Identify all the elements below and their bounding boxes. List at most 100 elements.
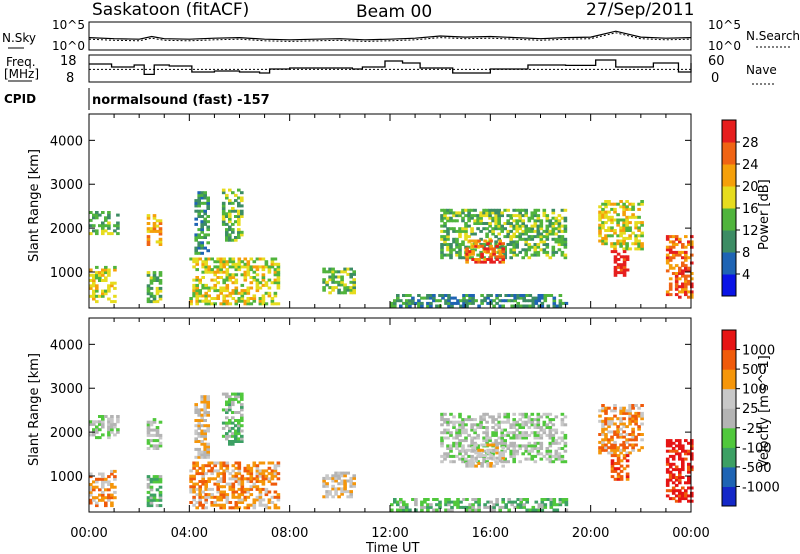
echo-cell [255,485,260,489]
echo-cell [228,257,233,261]
echo-cell [671,473,676,477]
echo-cell [246,490,251,494]
echo-cell [349,280,353,284]
echo-cell [273,262,278,266]
echo-cell [443,253,447,257]
echo-cell [488,439,492,443]
echo-cell [234,302,239,306]
echo-cell [200,241,204,245]
echo-cell [194,403,198,407]
echo-cell [98,276,102,280]
velocity-colorbar-frame [721,329,737,507]
echo-cell [228,482,233,486]
echo-cell [628,417,632,421]
echo-cell [613,404,617,407]
echo-cell [640,411,644,415]
echo-cell [146,216,151,220]
echo-cell [616,446,620,450]
echo-cell [92,279,96,282]
echo-cell [396,299,400,303]
echo-cell [216,490,220,494]
echo-cell [210,501,214,504]
echo-cell [221,204,226,208]
echo-cell [539,232,544,236]
echo-cell [464,229,468,233]
echo-cell [687,486,691,490]
echo-cell [479,423,483,427]
echo-cell [258,474,263,478]
echo-cell [671,256,676,260]
echo-cell [352,278,356,282]
echo-cell [515,227,519,231]
echo-cell [107,216,111,220]
echo-cell [473,418,477,422]
echo-cell [613,430,617,434]
echo-cell [476,460,480,464]
echo-cell [146,504,151,508]
echo-cell [521,423,525,427]
echo-cell [486,500,490,504]
echo-cell [678,489,682,493]
echo-cell [92,498,96,502]
echo-cell [607,218,611,222]
x-tick-label: 20:00 [572,526,609,541]
echo-cell [492,443,496,447]
echo-cell [491,216,495,220]
echo-cell [554,441,559,445]
echo-cell [92,294,96,298]
echo-cell [189,297,193,300]
echo-cell [219,472,223,476]
echo-cell [489,239,493,243]
echo-cell [687,481,691,485]
echo-cell [690,272,694,275]
echo-cell [503,460,507,464]
echo-cell [228,225,232,229]
echo-cell [405,294,409,297]
echo-cell [503,222,507,225]
echo-cell [222,474,226,478]
echo-cell [480,260,484,264]
echo-cell [461,449,465,453]
echo-cell [500,245,504,249]
echo-cell [674,264,679,268]
echo-cell [536,253,541,257]
echo-cell [219,302,223,306]
echo-cell [222,289,226,293]
echo-cell [512,214,516,218]
echo-cell [482,418,486,422]
echo-cell [671,449,676,453]
echo-cell [634,236,638,240]
echo-cell [637,229,641,232]
echo-cell [534,299,539,303]
echo-cell [488,452,492,456]
velocity-colorbar-tick-label: -500 [742,461,772,476]
echo-cell [678,470,682,474]
echo-cell [322,267,326,271]
echo-cell [446,423,450,427]
echo-cell [237,487,242,491]
echo-cell [195,297,199,300]
echo-cell [346,471,350,475]
echo-cell [545,447,550,450]
echo-cell [210,495,214,499]
echo-cell [610,443,614,447]
echo-cell [222,278,226,282]
echo-cell [482,222,486,225]
echo-cell [158,286,163,290]
echo-cell [231,265,236,269]
echo-cell [494,222,498,225]
echo-cell [276,461,281,465]
echo-cell [325,482,329,486]
echo-cell [516,304,520,308]
echo-cell [634,221,638,225]
echo-cell [634,404,638,407]
echo-cell [228,429,232,433]
echo-cell [619,265,624,269]
echo-cell [201,472,205,476]
echo-cell [146,483,151,486]
echo-cell [440,415,444,419]
echo-cell [261,480,266,483]
echo-cell [450,500,454,504]
echo-cell [237,429,241,433]
